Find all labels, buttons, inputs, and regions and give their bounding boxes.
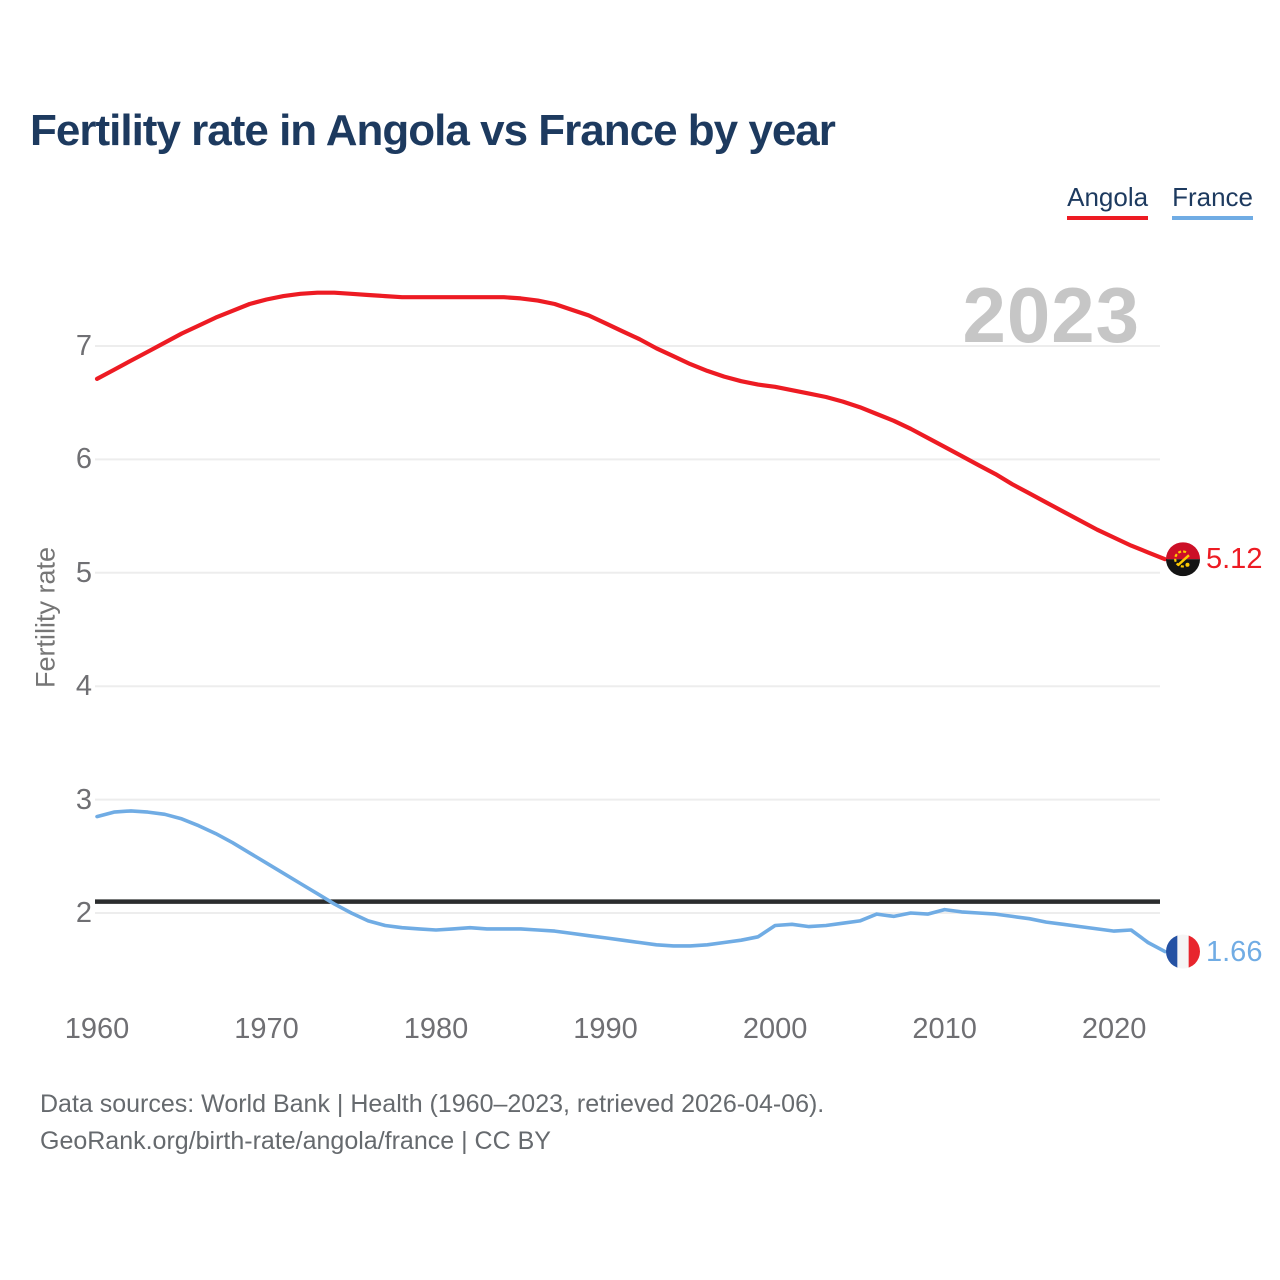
- x-tick-2010: 2010: [912, 1013, 977, 1045]
- y-tick-3: 3: [75, 783, 92, 816]
- angola-line[interactable]: [94, 290, 1168, 562]
- y-tick-6: 6: [75, 443, 92, 476]
- y-tick-2: 2: [75, 897, 92, 929]
- watermark-year: 2023: [962, 271, 1140, 359]
- x-tick-1980: 1980: [403, 1013, 469, 1045]
- legend-item-angola[interactable]: Angola: [1067, 182, 1149, 220]
- x-tick-1990: 1990: [573, 1013, 638, 1045]
- legend-item-france[interactable]: France: [1172, 182, 1253, 220]
- footer-attribution: GeoRank.org/birth-rate/angola/france | C…: [40, 1127, 551, 1155]
- legend: Angola France: [1067, 182, 1253, 220]
- angola-flag-marker: [1166, 542, 1200, 577]
- footer-sources: Data sources: World Bank | Health (1960–…: [40, 1090, 825, 1118]
- y-tick-7: 7: [75, 330, 92, 362]
- x-tick-2020: 2020: [1081, 1013, 1147, 1045]
- y-tick-4: 4: [75, 670, 92, 703]
- footer: Data sources: World Bank | Health (1960–…: [40, 1086, 824, 1160]
- angola-end-value: 5.12: [1206, 543, 1263, 576]
- x-tick-1970: 1970: [234, 1013, 299, 1045]
- france-line[interactable]: [95, 809, 1167, 954]
- france-end-value: 1.66: [1206, 935, 1263, 968]
- y-tick-5: 5: [75, 556, 92, 589]
- france-flag-marker: [1166, 934, 1200, 969]
- x-tick-1960: 1960: [64, 1013, 130, 1045]
- page-title: Fertility rate in Angola vs France by ye…: [30, 106, 836, 155]
- x-tick-2000: 2000: [742, 1013, 808, 1045]
- gridlines: [95, 345, 1160, 914]
